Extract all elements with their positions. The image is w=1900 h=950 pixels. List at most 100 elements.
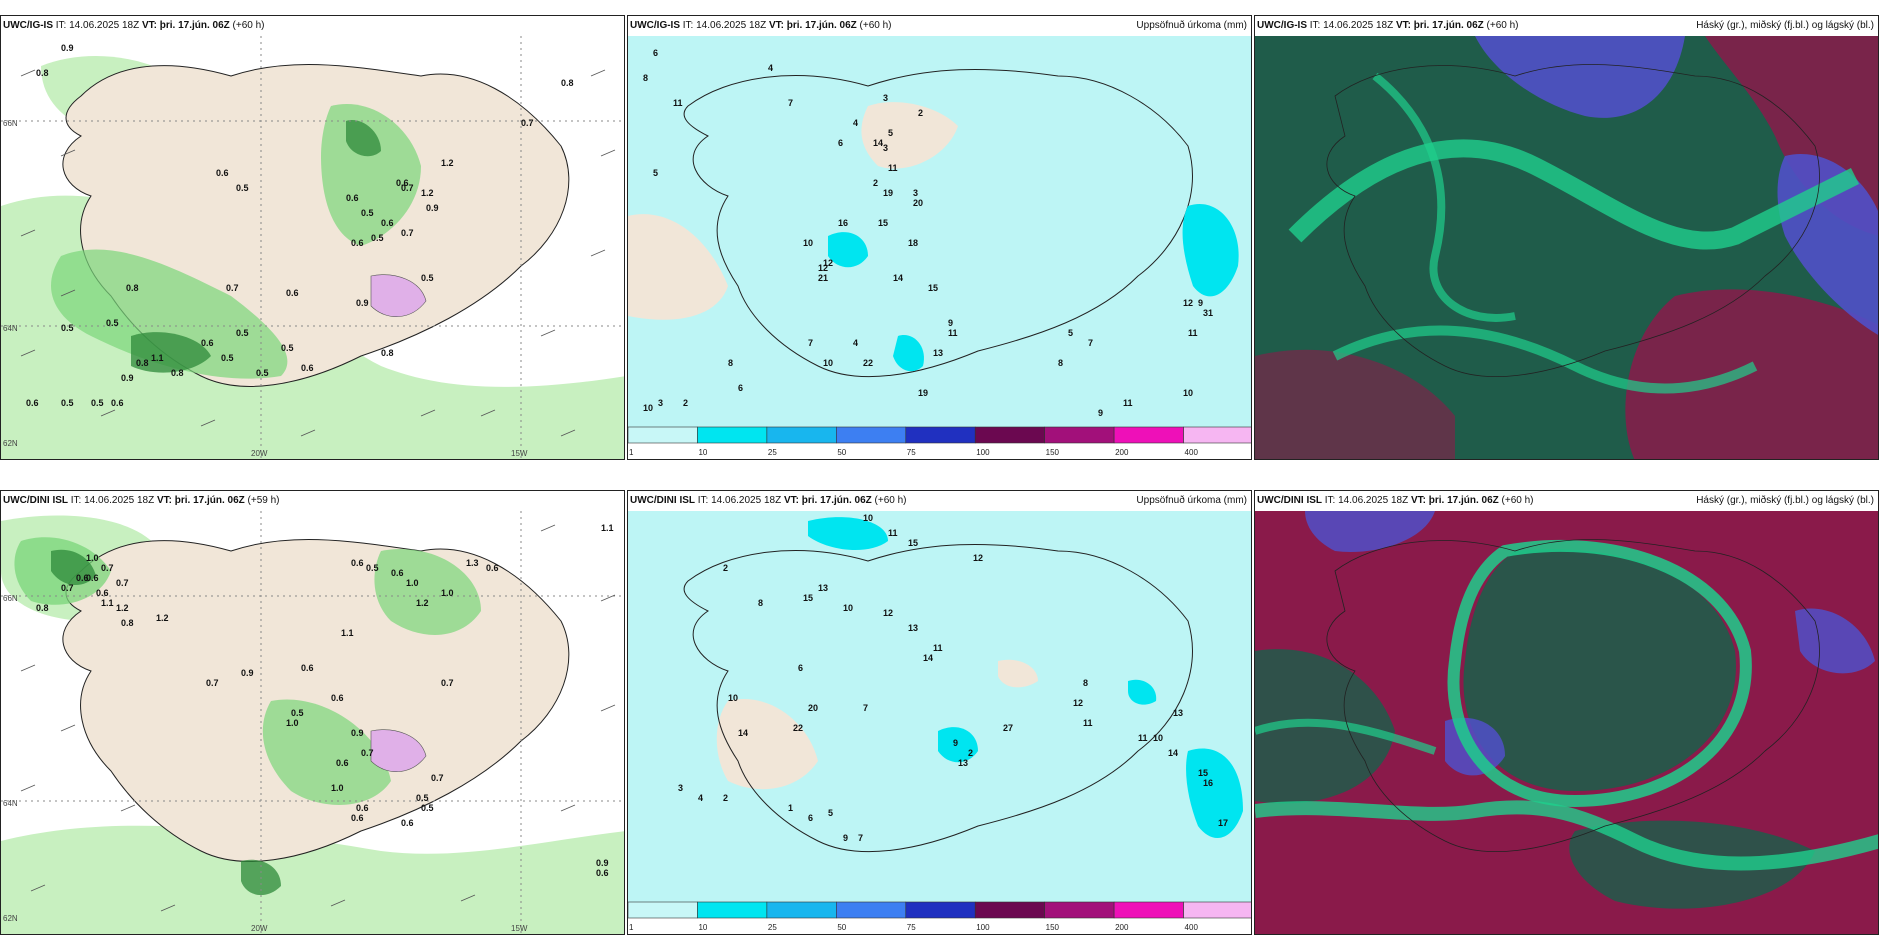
precip-value-label: 0.6: [381, 218, 394, 228]
precip-value-label: 10: [728, 693, 738, 703]
precip-value-label: 0.7: [401, 183, 414, 193]
precip-value-label: 7: [1088, 338, 1093, 348]
precip-green-area-south: [1, 825, 624, 934]
legend-tick-label: 10: [698, 448, 707, 457]
legend-tick-label: 50: [837, 923, 846, 932]
precip-value-label: 6: [808, 813, 813, 823]
precip-value-label: 14: [873, 138, 883, 148]
precip-value-label: 10: [1153, 733, 1163, 743]
lat-label-66n: 66N: [3, 119, 18, 128]
legend-tick-label: 150: [1046, 448, 1060, 457]
precip-value-label: 27: [1003, 723, 1013, 733]
iceland-outline: [683, 68, 1193, 378]
precip-value-label: 0.6: [26, 398, 39, 408]
precip-value-label: 21: [818, 273, 828, 283]
lat-label-66n: 66N: [3, 594, 18, 603]
panel-dini-accum-precip: UWC/DINI ISL IT: 14.06.2025 18Z VT: þri.…: [627, 490, 1252, 935]
precip-value-label: 6: [798, 663, 803, 673]
legend-tick-label: 150: [1046, 923, 1060, 932]
precip-bright-patch-2: [893, 335, 924, 372]
precip-value-label: 22: [863, 358, 873, 368]
precip-value-label: 0.9: [596, 858, 609, 868]
precip-bright-patch-3: [808, 517, 888, 551]
precip-value-label: 0.6: [286, 288, 299, 298]
precip-value-label: 8: [1058, 358, 1063, 368]
precip-value-label: 0.7: [226, 283, 239, 293]
precip-value-label: 13: [908, 623, 918, 633]
precip-value-label: 0.6: [76, 573, 89, 583]
precip-value-label: 11: [933, 643, 943, 653]
precip-value-label: 10: [643, 403, 653, 413]
precip-value-label: 1.2: [421, 188, 434, 198]
precip-value-label: 9: [948, 318, 953, 328]
cloud-map-canvas: [1255, 36, 1878, 459]
precip-value-label: 11: [888, 163, 898, 173]
lon-label-15w: 15W: [511, 924, 528, 933]
panel-header: UWC/DINI ISL IT: 14.06.2025 18Z VT: þri.…: [1, 491, 624, 511]
legend-swatch: [836, 901, 907, 919]
precip-bright-patch-2: [938, 727, 978, 763]
precip-value-label: 0.5: [236, 328, 249, 338]
precip-value-label: 0.5: [421, 803, 434, 813]
precip-value-label: 6: [653, 48, 658, 58]
precip-value-label: 11: [1188, 328, 1198, 338]
precip-value-label: 1.0: [331, 783, 344, 793]
precip-value-label: 8: [728, 358, 733, 368]
precip-value-label: 1: [788, 803, 793, 813]
panel-ig-is-clouds: UWC/IG-IS IT: 14.06.2025 18Z VT: þri. 17…: [1254, 15, 1879, 460]
land-no-precip-2: [998, 659, 1038, 688]
lon-label-15w: 15W: [511, 449, 528, 458]
precip-value-label: 0.6: [351, 238, 364, 248]
panel-header: UWC/IG-IS IT: 14.06.2025 18Z VT: þri. 17…: [1255, 16, 1878, 36]
precip-value-label: 2: [873, 178, 878, 188]
precip-value-label: 6: [738, 383, 743, 393]
precip-value-label: 0.6: [346, 193, 359, 203]
cloud-green-band: [1288, 139, 1860, 250]
precip-value-label: 0.8: [561, 78, 574, 88]
precip-green-patch-c: [262, 699, 391, 805]
precip-value-labels: 0.80.90.80.70.60.5 0.61.20.90.60.50.60.70…: [26, 43, 574, 408]
lead-time: (+59 h): [244, 495, 280, 506]
precip-value-label: 20: [808, 703, 818, 713]
precip-value-label: 0.9: [426, 203, 439, 213]
legend-tick-label: 25: [768, 923, 777, 932]
precip-value-label: 0.5: [61, 398, 74, 408]
lead-time: (+60 h): [856, 20, 892, 31]
map-canvas: 66N 64N 62N 20W 15W 1.00.70.60.8 1.1 1.20.…: [1, 511, 624, 934]
precip-value-label: 0.6: [301, 663, 314, 673]
valid-time: VT: þri. 17.jún. 06Z: [768, 20, 857, 31]
precip-value-label: 10: [1183, 388, 1193, 398]
precip-value-label: 0.5: [256, 368, 269, 378]
map-canvas: 66N 64N 62N 20W 15W 0.80.90.80.70.60.5 0.…: [1, 36, 624, 459]
precip-value-label: 12: [1183, 298, 1193, 308]
precip-value-label: 15: [878, 218, 888, 228]
lat-label-62n: 62N: [3, 439, 18, 448]
precip-value-label: 14: [738, 728, 748, 738]
precip-legend: 1 10 25 50 75 100 150 200 400: [628, 426, 1251, 457]
precip-value-label: 16: [1203, 778, 1213, 788]
precip-value-label: 0.6: [356, 803, 369, 813]
land-no-precip: [716, 699, 818, 790]
legend-swatch: [974, 426, 1045, 444]
precip-value-label: 0.6: [351, 813, 364, 823]
precip-value-label: 13: [958, 758, 968, 768]
precip-value-label: 15: [908, 538, 918, 548]
precip-value-label: 8: [1083, 678, 1088, 688]
precip-green-patch-ne: [374, 549, 481, 635]
iceland-outline: [1326, 64, 1820, 378]
cloud-map-canvas: [1255, 511, 1878, 934]
legend-swatch: [1044, 901, 1115, 919]
precip-value-label: 12: [823, 258, 833, 268]
legend-tick-label: 1: [629, 448, 634, 457]
precip-value-label: 18: [908, 238, 918, 248]
lat-label-64n: 64N: [3, 324, 18, 333]
precip-value-label: 0.9: [121, 373, 134, 383]
low-cloud-dark-area: [1463, 549, 1736, 791]
lat-label-64n: 64N: [3, 799, 18, 808]
precip-value-label: 3: [883, 143, 888, 153]
precip-value-label: 0.5: [91, 398, 104, 408]
precip-value-label: 19: [918, 388, 928, 398]
init-time: IT: 14.06.2025 18Z: [680, 20, 769, 31]
